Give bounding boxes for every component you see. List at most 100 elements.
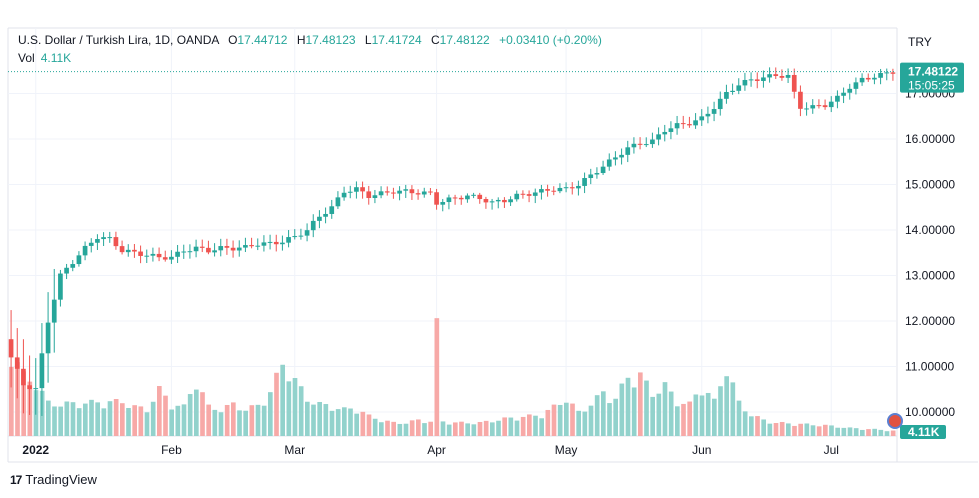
volume-bar	[705, 392, 711, 436]
change-value: +0.03410 (+0.20%)	[499, 33, 602, 47]
candle	[27, 355, 32, 415]
candle	[557, 183, 563, 194]
volume-bar	[551, 404, 557, 436]
volume-bar	[403, 423, 409, 436]
candle	[82, 241, 88, 261]
candle	[890, 68, 896, 81]
chart-grid	[7, 27, 978, 463]
candle	[70, 260, 76, 272]
candle	[637, 137, 643, 150]
price-axis[interactable]: 17.0000016.0000015.0000014.0000013.00000…	[905, 35, 955, 419]
volume-tag	[900, 425, 946, 439]
volume-bar	[779, 421, 785, 436]
volume-bar	[372, 418, 378, 436]
candle	[600, 160, 606, 175]
candle	[798, 85, 803, 117]
candle	[347, 185, 353, 199]
volume-bar	[483, 420, 489, 436]
candle	[39, 323, 45, 416]
candle	[323, 207, 328, 224]
candle	[878, 68, 883, 85]
candle	[317, 210, 322, 229]
candle	[582, 172, 587, 194]
candle	[656, 127, 661, 146]
candle	[662, 124, 668, 142]
time-axis[interactable]: 2022 Feb Mar Apr May Jun Jul	[22, 443, 839, 457]
candle	[680, 115, 686, 129]
volume-bar	[576, 410, 581, 436]
volume-bar	[292, 378, 298, 436]
volume-bar	[890, 430, 896, 436]
candle	[391, 187, 396, 199]
volume-bar	[132, 405, 137, 436]
candle	[236, 240, 242, 257]
volume-bar	[249, 405, 255, 436]
candle	[551, 186, 557, 196]
candle	[643, 137, 649, 148]
symbol-title[interactable]: U.S. Dollar / Turkish Lira, 1D, OANDA	[18, 33, 219, 47]
volume-bar	[878, 429, 884, 436]
candle	[785, 68, 791, 83]
candle	[51, 268, 57, 353]
volume-bar	[107, 401, 113, 436]
candle	[606, 153, 612, 171]
volume-bar	[798, 423, 803, 436]
candle	[292, 229, 298, 240]
volume-bar	[212, 409, 218, 436]
volume-bar	[76, 408, 82, 436]
volume-bar	[150, 401, 156, 436]
candle	[378, 186, 384, 199]
time-tick-label: Jun	[692, 443, 711, 457]
volume-bar	[749, 416, 754, 436]
volume-bar	[422, 423, 427, 436]
volume-bar	[58, 406, 63, 436]
volume-bar	[366, 414, 372, 436]
candle	[273, 234, 279, 252]
candle	[471, 192, 476, 199]
candle	[76, 251, 82, 267]
time-tick-label: Mar	[284, 443, 305, 457]
candle	[45, 292, 51, 383]
tradingview-brand[interactable]: 17 TradingView	[10, 472, 97, 487]
volume-value: 4.11K	[40, 51, 72, 65]
candle	[409, 185, 415, 200]
candle	[576, 180, 581, 196]
volume-bar	[15, 362, 20, 436]
volume-bar	[64, 401, 70, 436]
volume-bar	[625, 377, 631, 436]
volume-bar	[613, 398, 618, 436]
candle	[816, 99, 822, 109]
volume-bar	[311, 404, 316, 436]
candle	[804, 102, 809, 116]
volume-bar	[194, 389, 199, 436]
candle	[717, 91, 723, 116]
volume-bar	[206, 404, 211, 436]
candle	[403, 184, 409, 198]
volume-bar	[810, 425, 816, 436]
candle	[224, 238, 230, 255]
volume-bar	[712, 398, 717, 436]
candle	[341, 186, 347, 201]
brand-name: TradingView	[25, 472, 97, 487]
candle	[397, 186, 402, 201]
candle	[372, 189, 378, 204]
candle	[773, 67, 779, 80]
candle	[514, 190, 520, 202]
volume-bar	[755, 416, 760, 436]
candle	[489, 198, 495, 210]
candle	[699, 109, 705, 126]
price-tick-label: 16.00000	[905, 132, 955, 146]
candle	[779, 69, 785, 81]
volume-bar	[601, 391, 606, 436]
volume-label: Vol	[18, 51, 35, 65]
candle	[286, 230, 291, 248]
volume-bar	[496, 420, 501, 436]
candle	[206, 240, 211, 255]
price-tick-label: 11.00000	[905, 360, 954, 374]
candle	[822, 99, 828, 110]
candle	[360, 181, 365, 199]
volume-bar	[557, 404, 563, 436]
volume-bar	[9, 366, 14, 436]
candle	[526, 190, 532, 203]
